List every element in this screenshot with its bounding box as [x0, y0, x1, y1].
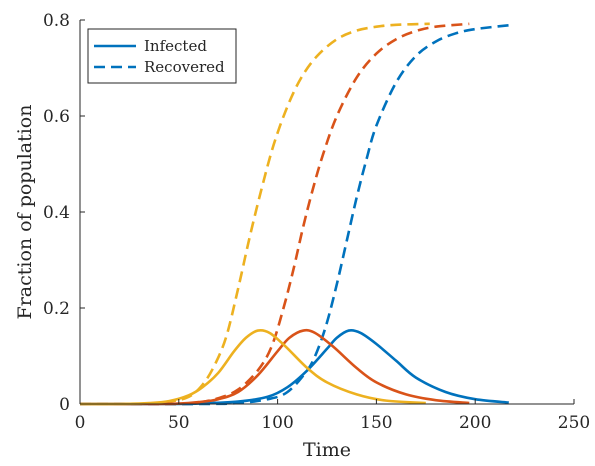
- y-tick-label: 0.8: [43, 11, 70, 31]
- series-line-recovered-1: [79, 23, 509, 406]
- x-tick-label: 200: [459, 413, 491, 433]
- legend-label-infected: Infected: [144, 37, 207, 55]
- legend-label-recovered: Recovered: [144, 58, 225, 76]
- x-tick-label: 150: [360, 413, 392, 433]
- legend-box: [87, 28, 237, 84]
- x-axis-label: Time: [303, 439, 351, 461]
- series-line-infected-0: [79, 328, 509, 406]
- series-line-infected-2: [79, 328, 470, 406]
- y-tick-label: 0.4: [43, 203, 70, 223]
- y-tick-label: 0.2: [43, 299, 70, 319]
- x-tick-label: 50: [168, 413, 190, 433]
- series-line-recovered-5: [79, 22, 430, 406]
- axes: 0 50 100 150 200 250 0 0.2 0.4 0.6 0.8 Time Fraction…: [14, 11, 590, 461]
- y-tick-label: 0.6: [43, 107, 70, 127]
- x-tick-label: 250: [558, 413, 590, 433]
- legend: Infected Recovered: [87, 28, 237, 84]
- series-line-infected-4: [79, 328, 426, 406]
- y-axis-label: Fraction of population: [14, 105, 36, 320]
- plot-area: [79, 22, 509, 406]
- y-tick-label: 0: [59, 395, 70, 415]
- x-tick-label: 0: [75, 413, 86, 433]
- x-tick-label: 100: [261, 413, 293, 433]
